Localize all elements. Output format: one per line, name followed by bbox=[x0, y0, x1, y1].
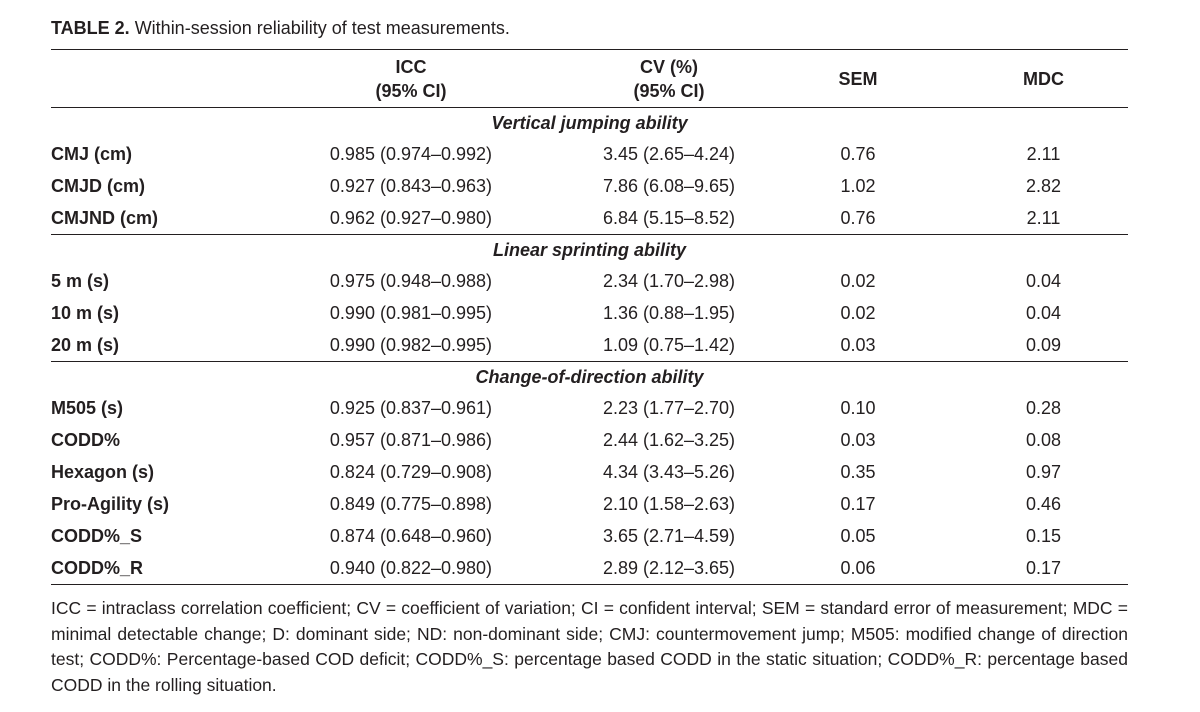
mdc-cell: 2.82 bbox=[1025, 176, 1062, 196]
table-row: M505 (s) 0.925 (0.837–0.961) 2.23 (1.77–2.… bbox=[51, 392, 1128, 424]
table-title: Within-session reliability of test measu… bbox=[134, 18, 510, 38]
sem-cell: 0.03 bbox=[840, 430, 876, 450]
measure-cell: 20 m (s) bbox=[51, 335, 120, 355]
sem-cell: 0.76 bbox=[840, 208, 876, 228]
icc-cell: 0.975 (0.948–0.988) bbox=[329, 271, 493, 291]
header-cv: CV (%) (95% CI) bbox=[633, 56, 705, 101]
sem-cell: 0.03 bbox=[840, 335, 876, 355]
icc-cell: 0.957 (0.871–0.986) bbox=[329, 430, 493, 450]
sem-cell: 0.17 bbox=[840, 494, 876, 514]
icc-cell: 0.927 (0.843–0.963) bbox=[329, 176, 493, 196]
section-header-row: Change-of-direction ability bbox=[51, 361, 1128, 393]
sem-cell: 0.05 bbox=[840, 526, 876, 546]
table-label: TABLE 2. bbox=[51, 18, 130, 38]
icc-cell: 0.824 (0.729–0.908) bbox=[329, 462, 493, 482]
cv-cell: 2.89 (2.12–3.65) bbox=[602, 558, 736, 578]
icc-cell: 0.990 (0.982–0.995) bbox=[329, 335, 493, 355]
cv-cell: 6.84 (5.15–8.52) bbox=[602, 208, 736, 228]
icc-cell: 0.985 (0.974–0.992) bbox=[329, 144, 493, 164]
mdc-cell: 0.09 bbox=[1025, 335, 1062, 355]
table-row: CMJD (cm) 0.927 (0.843–0.963) 7.86 (6.08–9… bbox=[51, 170, 1128, 202]
measure-cell: CMJ (cm) bbox=[51, 144, 133, 164]
icc-cell: 0.925 (0.837–0.961) bbox=[329, 398, 493, 418]
section-header-row: Vertical jumping ability bbox=[51, 108, 1128, 139]
cv-cell: 3.65 (2.71–4.59) bbox=[602, 526, 736, 546]
cv-cell: 7.86 (6.08–9.65) bbox=[602, 176, 736, 196]
sem-cell: 0.02 bbox=[840, 303, 876, 323]
mdc-cell: 0.15 bbox=[1025, 526, 1062, 546]
cv-cell: 4.34 (3.43–5.26) bbox=[602, 462, 736, 482]
measure-cell: CODD%_S bbox=[51, 526, 143, 546]
table-row: 10 m (s) 0.990 (0.981–0.995) 1.36 (0.88–1.… bbox=[51, 297, 1128, 329]
table-row: CODD%_R 0.940 (0.822–0.980) 2.89 (2.12–3.6… bbox=[51, 552, 1128, 585]
header-sem: SEM bbox=[838, 68, 878, 89]
cv-cell: 2.34 (1.70–2.98) bbox=[602, 271, 736, 291]
mdc-cell: 0.28 bbox=[1025, 398, 1062, 418]
measure-cell: M505 (s) bbox=[51, 398, 124, 418]
measure-cell: CODD%_R bbox=[51, 558, 144, 578]
mdc-cell: 0.46 bbox=[1025, 494, 1062, 514]
table-footnote: ICC = intraclass correlation coefficient… bbox=[51, 598, 1128, 695]
icc-cell: 0.849 (0.775–0.898) bbox=[329, 494, 493, 514]
cv-cell: 3.45 (2.65–4.24) bbox=[602, 144, 736, 164]
icc-cell: 0.962 (0.927–0.980) bbox=[329, 208, 493, 228]
table-row: 20 m (s) 0.990 (0.982–0.995) 1.09 (0.75–1.… bbox=[51, 329, 1128, 362]
icc-cell: 0.940 (0.822–0.980) bbox=[329, 558, 493, 578]
measure-cell: CMJND (cm) bbox=[51, 208, 159, 228]
mdc-cell: 2.11 bbox=[1026, 144, 1061, 164]
measure-cell: 10 m (s) bbox=[51, 303, 120, 323]
measure-cell: Hexagon (s) bbox=[51, 462, 155, 482]
table-row: CMJND (cm) 0.962 (0.927–0.980) 6.84 (5.15–… bbox=[51, 202, 1128, 235]
header-measure bbox=[51, 50, 241, 108]
section-title: Change-of-direction ability bbox=[475, 367, 704, 387]
table-row: Hexagon (s) 0.824 (0.729–0.908) 4.34 (3.43… bbox=[51, 456, 1128, 488]
mdc-cell: 0.08 bbox=[1025, 430, 1062, 450]
mdc-cell: 0.04 bbox=[1025, 303, 1062, 323]
header-icc: ICC (95% CI) bbox=[375, 56, 447, 101]
table-row: CODD%_S 0.874 (0.648–0.960) 3.65 (2.71–4.5… bbox=[51, 520, 1128, 552]
sem-cell: 0.02 bbox=[840, 271, 876, 291]
table-body: Vertical jumping ability CMJ (cm) 0.985 (0… bbox=[51, 108, 1128, 585]
table-row: 5 m (s) 0.975 (0.948–0.988) 2.34 (1.70–2.9… bbox=[51, 265, 1128, 297]
section-header-row: Linear sprinting ability bbox=[51, 234, 1128, 266]
measure-cell: CODD% bbox=[51, 430, 121, 450]
table-row: CMJ (cm) 0.985 (0.974–0.992) 3.45 (2.65–4.… bbox=[51, 138, 1128, 170]
sem-cell: 0.35 bbox=[840, 462, 876, 482]
header-mdc: MDC bbox=[1023, 68, 1064, 89]
table-row: Pro-Agility (s) 0.849 (0.775–0.898) 2.10 (… bbox=[51, 488, 1128, 520]
cv-cell: 1.09 (0.75–1.42) bbox=[602, 335, 736, 355]
mdc-cell: 2.11 bbox=[1026, 208, 1061, 228]
measure-cell: Pro-Agility (s) bbox=[51, 494, 170, 514]
measure-cell: CMJD (cm) bbox=[51, 176, 146, 196]
cv-cell: 1.36 (0.88–1.95) bbox=[602, 303, 736, 323]
mdc-cell: 0.04 bbox=[1025, 271, 1062, 291]
section-title: Vertical jumping ability bbox=[491, 113, 688, 133]
header-row: ICC (95% CI) CV (%) (95% CI) SEM MDC bbox=[51, 49, 1128, 108]
cv-cell: 2.10 (1.58–2.63) bbox=[602, 494, 736, 514]
reliability-table: ICC (95% CI) CV (%) (95% CI) SEM MDC Ver… bbox=[51, 49, 1128, 585]
icc-cell: 0.874 (0.648–0.960) bbox=[329, 526, 493, 546]
sem-cell: 1.02 bbox=[840, 176, 876, 196]
sem-cell: 0.10 bbox=[840, 398, 876, 418]
mdc-cell: 0.97 bbox=[1025, 462, 1062, 482]
table-caption: TABLE 2. Within-session reliability of t… bbox=[51, 16, 510, 40]
cv-cell: 2.44 (1.62–3.25) bbox=[602, 430, 736, 450]
mdc-cell: 0.17 bbox=[1025, 558, 1062, 578]
icc-cell: 0.990 (0.981–0.995) bbox=[329, 303, 493, 323]
table-row: CODD% 0.957 (0.871–0.986) 2.44 (1.62–3.25)… bbox=[51, 424, 1128, 456]
measure-cell: 5 m (s) bbox=[51, 271, 110, 291]
sem-cell: 0.76 bbox=[840, 144, 876, 164]
cv-cell: 2.23 (1.77–2.70) bbox=[602, 398, 736, 418]
sem-cell: 0.06 bbox=[840, 558, 876, 578]
section-title: Linear sprinting ability bbox=[492, 240, 687, 260]
